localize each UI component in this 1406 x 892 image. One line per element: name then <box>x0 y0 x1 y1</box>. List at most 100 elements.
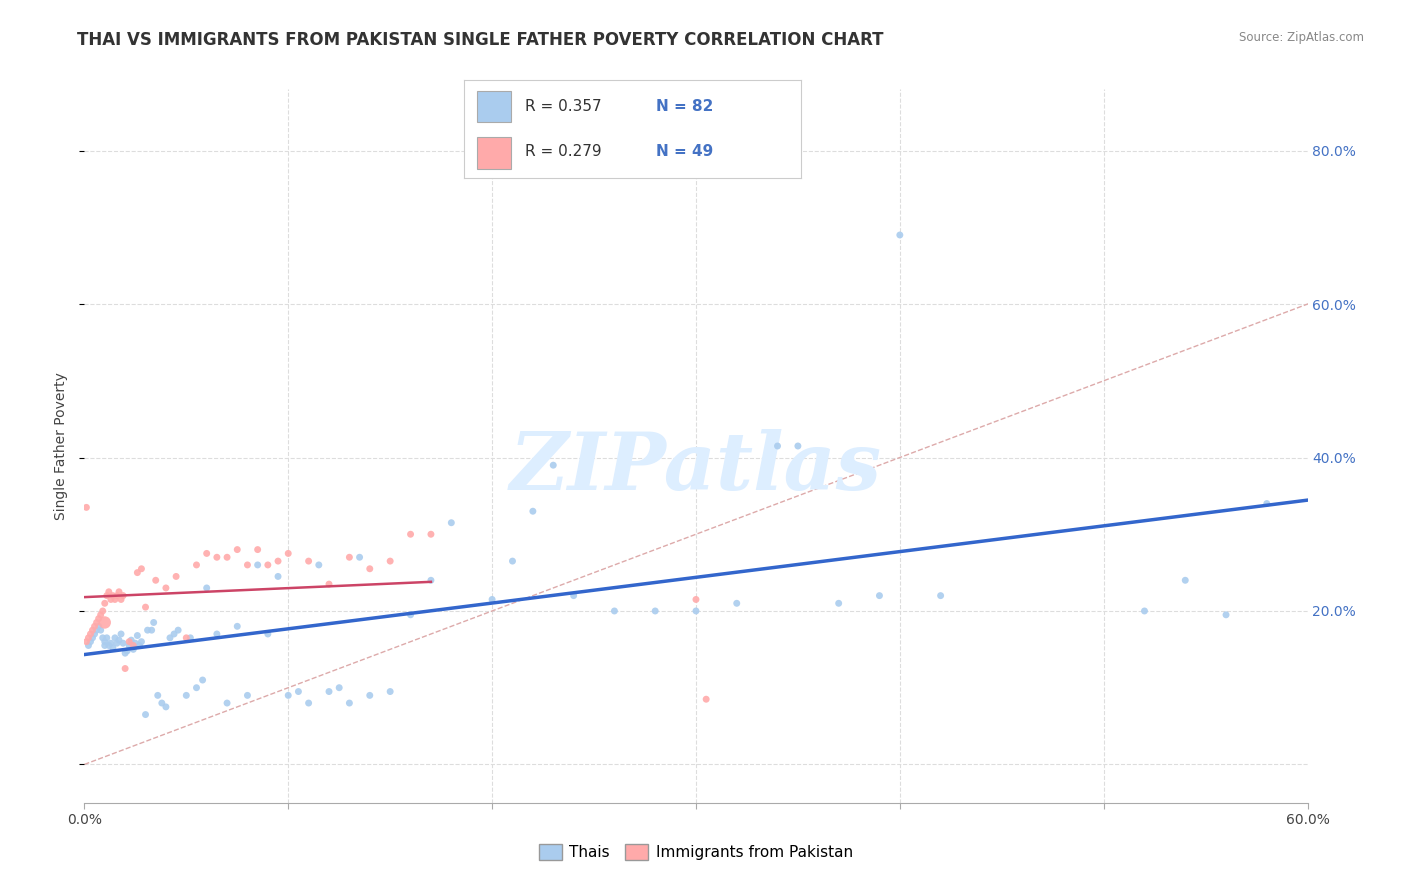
Point <box>91 604 114 618</box>
Point <box>136 623 159 637</box>
Point <box>97 639 120 653</box>
Point <box>145 574 167 588</box>
Point <box>75 500 97 515</box>
Point <box>90 607 112 622</box>
Point <box>93 615 115 630</box>
Text: N = 49: N = 49 <box>657 145 714 160</box>
Point <box>217 696 239 710</box>
Point <box>101 589 124 603</box>
Point <box>167 623 190 637</box>
Point <box>359 689 381 703</box>
Point <box>118 634 141 648</box>
Point <box>100 636 122 650</box>
Point <box>101 640 124 655</box>
Point <box>87 619 110 633</box>
Point <box>142 615 165 630</box>
Point <box>112 589 135 603</box>
Point <box>79 627 101 641</box>
Point <box>869 589 891 603</box>
Text: THAI VS IMMIGRANTS FROM PAKISTAN SINGLE FATHER POVERTY CORRELATION CHART: THAI VS IMMIGRANTS FROM PAKISTAN SINGLE … <box>77 31 884 49</box>
Point <box>257 627 280 641</box>
Point <box>236 689 259 703</box>
Point <box>339 696 361 710</box>
Point <box>77 639 100 653</box>
Point <box>889 227 911 242</box>
Point <box>87 612 110 626</box>
Point <box>695 692 717 706</box>
Point <box>118 639 141 653</box>
Point <box>685 592 707 607</box>
Point <box>90 623 112 637</box>
Point <box>114 646 136 660</box>
Point <box>104 592 127 607</box>
Point <box>277 546 299 560</box>
Point <box>122 639 145 653</box>
Point <box>96 631 118 645</box>
Text: R = 0.279: R = 0.279 <box>524 145 602 160</box>
Point <box>287 684 309 698</box>
Point <box>186 558 208 572</box>
Point <box>141 623 163 637</box>
Point <box>112 636 135 650</box>
Point <box>236 558 259 572</box>
Point <box>104 631 127 645</box>
Point <box>522 504 544 518</box>
Point <box>155 581 177 595</box>
Point <box>195 546 218 560</box>
Point <box>77 631 100 645</box>
Point <box>93 634 115 648</box>
FancyBboxPatch shape <box>478 91 512 122</box>
Y-axis label: Single Father Poverty: Single Father Poverty <box>55 372 69 520</box>
Point <box>1133 604 1156 618</box>
Point <box>93 639 115 653</box>
Point <box>562 589 585 603</box>
Point <box>165 569 187 583</box>
Point <box>308 558 330 572</box>
Point <box>766 439 789 453</box>
Point <box>105 589 128 603</box>
Point <box>114 661 136 675</box>
Point <box>1215 607 1237 622</box>
Point <box>644 604 666 618</box>
Point <box>267 569 290 583</box>
Point <box>110 627 132 641</box>
Point <box>205 627 228 641</box>
Point <box>502 554 524 568</box>
Point <box>787 439 810 453</box>
Point <box>108 633 131 648</box>
Point <box>298 554 321 568</box>
Text: ZIPatlas: ZIPatlas <box>510 429 882 506</box>
Point <box>277 689 299 703</box>
Point <box>420 527 443 541</box>
Point <box>399 527 422 541</box>
Point <box>83 619 105 633</box>
Point <box>380 684 402 698</box>
Point <box>725 596 748 610</box>
Point <box>685 604 707 618</box>
Point <box>179 631 201 645</box>
Point <box>1256 497 1278 511</box>
Point <box>122 642 145 657</box>
Point <box>257 558 280 572</box>
Point <box>420 574 443 588</box>
Point <box>298 696 321 710</box>
Point <box>128 639 150 653</box>
Point <box>100 592 122 607</box>
Point <box>267 554 290 568</box>
Point <box>79 634 101 648</box>
Point <box>318 577 340 591</box>
Point <box>91 631 114 645</box>
Point <box>226 542 249 557</box>
Point <box>86 623 108 637</box>
Point <box>83 627 105 641</box>
Point <box>163 627 186 641</box>
Legend: Thais, Immigrants from Pakistan: Thais, Immigrants from Pakistan <box>533 838 859 866</box>
Point <box>399 607 422 622</box>
Point <box>155 699 177 714</box>
Point <box>191 673 214 687</box>
Point <box>131 634 153 648</box>
Point <box>226 619 249 633</box>
Point <box>159 631 181 645</box>
Point <box>120 633 142 648</box>
Point <box>246 542 269 557</box>
